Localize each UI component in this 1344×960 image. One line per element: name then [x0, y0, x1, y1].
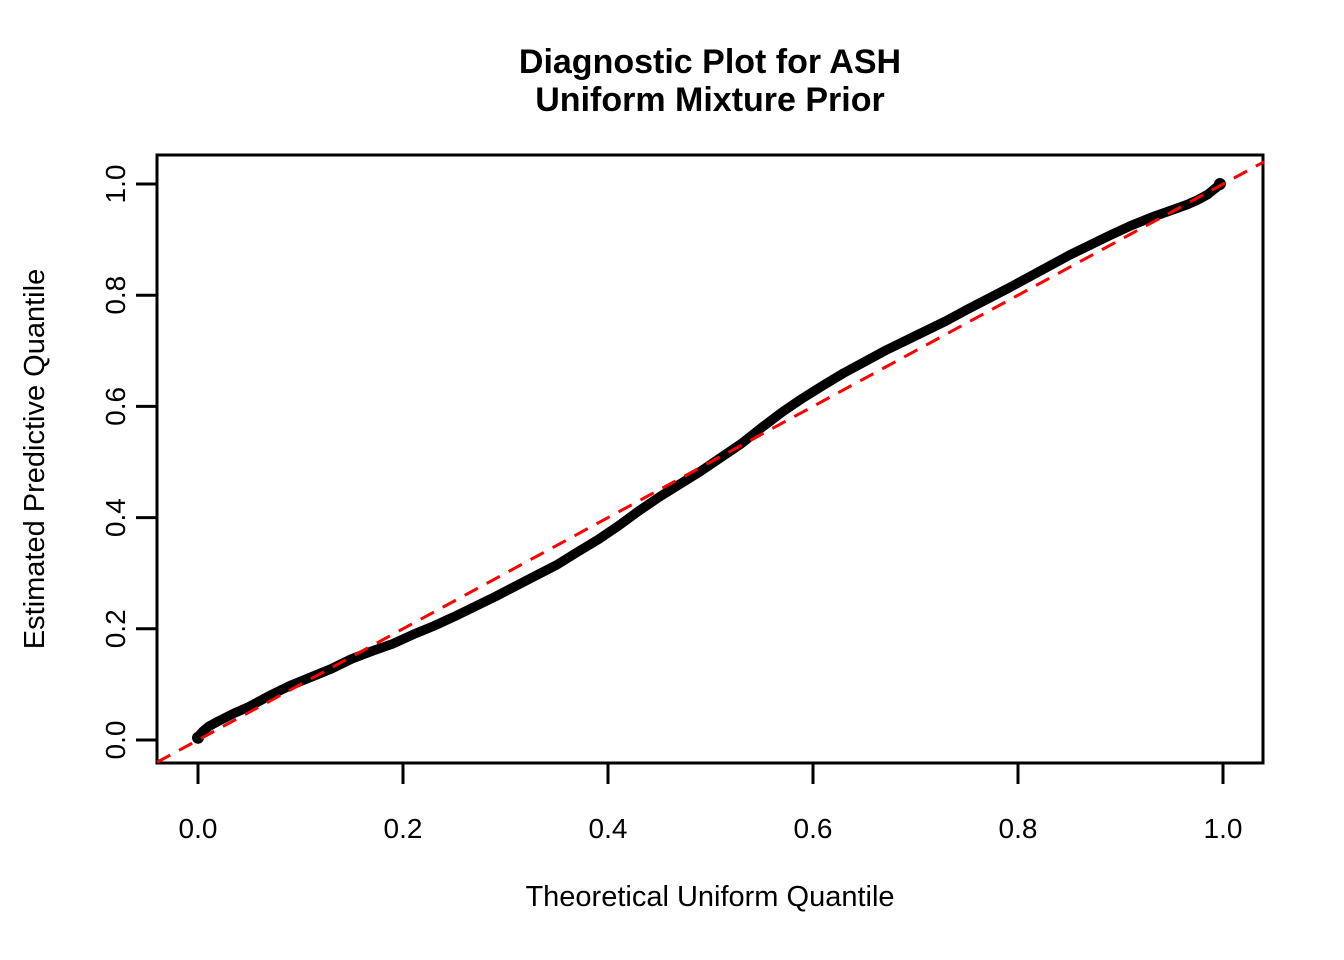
y-tick-label: 1.0 — [100, 165, 131, 204]
y-tick-label: 0.2 — [100, 609, 131, 648]
y-axis-ticks: 0.0 0.2 0.4 0.6 0.8 1.0 — [100, 165, 157, 760]
qq-curve-start-dot — [192, 731, 204, 744]
x-tick-label: 0.4 — [589, 813, 628, 844]
chart-title-line2: Uniform Mixture Prior — [535, 81, 884, 119]
y-axis-label: Estimated Predictive Quantile — [19, 269, 51, 649]
x-tick-label: 0.0 — [179, 813, 218, 844]
qq-curve — [193, 179, 1225, 743]
y-tick-label: 0.6 — [100, 387, 131, 426]
x-axis-ticks: 0.0 0.2 0.4 0.6 0.8 1.0 — [179, 763, 1243, 844]
x-tick-label: 0.8 — [999, 813, 1038, 844]
x-axis-label: Theoretical Uniform Quantile — [525, 881, 894, 913]
plot-frame — [155, 153, 1265, 765]
x-tick-label: 0.6 — [794, 813, 833, 844]
y-tick-label: 0.8 — [100, 276, 131, 315]
reference-line — [156, 160, 1265, 764]
chart-title-line1: Diagnostic Plot for ASH — [519, 43, 901, 81]
y-tick-label: 0.4 — [100, 498, 131, 537]
x-tick-label: 1.0 — [1204, 813, 1243, 844]
x-tick-label: 0.2 — [384, 813, 423, 844]
y-tick-label: 0.0 — [100, 721, 131, 760]
